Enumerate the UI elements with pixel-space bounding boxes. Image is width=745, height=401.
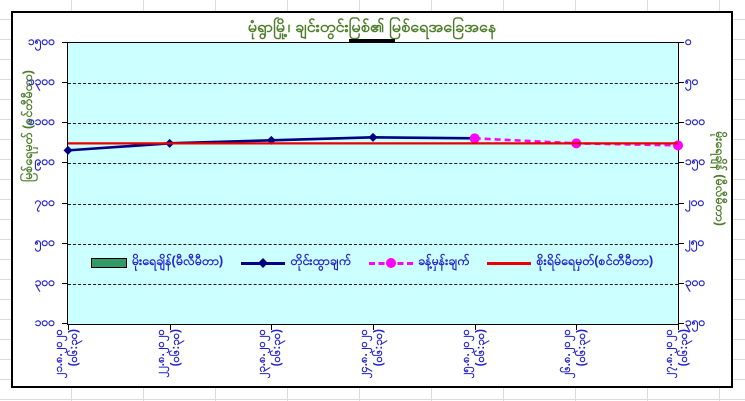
gridline bbox=[68, 163, 678, 165]
y-right-tick bbox=[679, 282, 684, 284]
title-underline bbox=[349, 39, 395, 42]
x-label-time: (၀၆:၃၀) bbox=[68, 329, 80, 367]
x-label-time: (၀၆:၃၀) bbox=[474, 329, 487, 367]
y-right-tick-label: ၁၅၀ bbox=[685, 154, 706, 169]
forecast-line-swatch bbox=[368, 258, 413, 268]
x-axis-label-text: ၂၃.၈.၂၀၂၀ (၀၆:၃၀) bbox=[255, 329, 285, 401]
y-right-tick-label: ၂၀၀ bbox=[685, 194, 705, 209]
circle-marker-icon bbox=[469, 133, 480, 144]
plot-area bbox=[63, 42, 683, 325]
observed-line-swatch bbox=[241, 258, 286, 268]
y-left-tick-labels: ၁၅၀၀၁၃၀၀၁၁၀၀၉၀၀၇၀၀၅၀၀၃၀၀၁၀၀ bbox=[13, 34, 63, 329]
x-label-time: (၀၆:၃၀) bbox=[373, 329, 385, 367]
x-label-date: ၂၄.၈.၂၀၂၀ bbox=[358, 329, 370, 379]
x-label-date: ၂၇.၈.၂၀၂၀ bbox=[663, 329, 675, 379]
y-left-tick-label: ၉၀၀ bbox=[34, 154, 55, 169]
y-right-tick bbox=[679, 242, 684, 244]
gridline bbox=[68, 203, 678, 205]
legend-item: မိုးရေချိန်(မီလီမီတာ) bbox=[90, 254, 224, 272]
x-axis-tick bbox=[474, 325, 476, 330]
y-left-tick-label: ၁၃၀၀ bbox=[28, 74, 55, 89]
circle-marker-icon bbox=[385, 258, 396, 268]
diamond-marker-icon bbox=[63, 145, 73, 155]
y-left-tick bbox=[62, 42, 67, 43]
y-left-tick bbox=[62, 242, 67, 244]
chart-frame: မုံရွာမြို့၊ ချင်းတွင်းမြစ်၏ မြစ်ရေအခြေအ… bbox=[11, 11, 733, 388]
y-left-tick bbox=[62, 323, 67, 324]
x-axis-label-text: ၂၆.၈.၂၀၂၀ (၀၆:၃၀) bbox=[560, 329, 590, 401]
x-axis-tick bbox=[271, 325, 273, 330]
y-right-tick-label: ၁၀၀ bbox=[685, 114, 706, 129]
gridline bbox=[68, 83, 678, 85]
x-axis-label-text: ၂၇.၈.၂၀၂၀ (၀၆:၃၀) bbox=[662, 329, 692, 401]
y-left-tick-label: ၁၀၀ bbox=[34, 315, 55, 329]
rainfall-bar-swatch bbox=[90, 258, 127, 268]
y-right-tick bbox=[679, 323, 684, 324]
y-right-tick bbox=[679, 42, 684, 43]
y-right-tick-labels: ၀၅၀၁၀၀၁၅၀၂၀၀၂၅၀၃၀၀၃၅၀ bbox=[683, 34, 733, 329]
legend-label: ခန့်မှန်းချက် bbox=[417, 254, 470, 268]
legend: မိုးရေချိန်(မီလီမီတာ) တိုင်းထွာချက် ခန့်မှ… bbox=[67, 250, 677, 276]
y-right-tick bbox=[679, 122, 684, 124]
y-left-tick-label: ၃၀၀ bbox=[34, 274, 55, 289]
y-left-tick-label: ၇၀၀ bbox=[34, 194, 55, 209]
x-label-date: ၂၆.၈.၂၀၂၀ bbox=[561, 329, 574, 379]
legend-item: စိုးရိမ်ရေမှတ်(စင်တီမီတာ) bbox=[487, 254, 653, 272]
x-label-date: ၂၂.၈.၂၀၂၀ bbox=[154, 329, 167, 378]
x-axis-label-text: ၂၄.၈.၂၀၂၀ (၀၆:၃၀) bbox=[357, 329, 387, 401]
x-axis-tick bbox=[68, 325, 69, 330]
gridline bbox=[68, 283, 678, 285]
y-left-tick bbox=[62, 162, 67, 164]
y-right-tick-label: ၀ bbox=[685, 34, 692, 48]
diamond-marker-icon bbox=[258, 258, 269, 268]
series-plot bbox=[63, 132, 683, 155]
x-label-date: ၂၅.၈.၂၀၂၀ bbox=[459, 329, 472, 379]
diamond-marker-icon bbox=[368, 132, 378, 142]
y-right-tick bbox=[679, 162, 684, 164]
gridline bbox=[68, 123, 678, 125]
x-axis-label-text: ၂၂.၈.၂၀၂၀ (၀၆:၃၀) bbox=[154, 329, 184, 401]
y-right-tick-label: ၅၀ bbox=[685, 74, 699, 89]
circle-marker-icon bbox=[673, 140, 683, 151]
chart-title: မုံရွာမြို့၊ ချင်းတွင်းမြစ်၏ မြစ်ရေအခြေအ… bbox=[247, 19, 497, 36]
x-axis-label-text: ၂၅.၈.၂၀၂၀ (၀၆:၃၀) bbox=[459, 329, 489, 401]
y-right-tick bbox=[679, 82, 684, 84]
y-left-tick bbox=[62, 202, 67, 204]
x-label-time: (၀၆:၃၀) bbox=[169, 329, 182, 367]
x-label-date: ၂၁.၈.၂၀၂၀ bbox=[53, 329, 65, 379]
x-label-time: (၀၆:၃၀) bbox=[271, 329, 284, 367]
y-right-tick-label: ၃၀၀ bbox=[685, 274, 706, 289]
legend-label: မိုးရေချိန်(မီလီမီတာ) bbox=[131, 254, 224, 268]
x-label-time: (၀၆:၃၀) bbox=[576, 329, 589, 367]
y-left-tick bbox=[62, 122, 67, 124]
y-left-tick-label: ၅၀၀ bbox=[34, 234, 55, 249]
x-axis-tick bbox=[678, 325, 679, 330]
legend-item: တိုင်းထွာချက် bbox=[241, 254, 351, 272]
x-axis-label-text: ၂၁.၈.၂၀၂၀ (၀၆:၃၀) bbox=[52, 329, 82, 401]
y-left-tick bbox=[62, 82, 67, 84]
x-axis-tick bbox=[576, 325, 578, 330]
y-right-tick bbox=[679, 202, 684, 204]
danger-line-swatch bbox=[487, 261, 532, 265]
y-left-tick-label: ၁၅၀၀ bbox=[28, 34, 55, 48]
y-left-tick bbox=[62, 282, 67, 284]
y-left-tick-label: ၁၁၀၀ bbox=[28, 114, 55, 129]
legend-item: ခန့်မှန်းချက် bbox=[368, 254, 470, 272]
x-label-time: (၀၆:၃၀) bbox=[678, 329, 690, 367]
x-axis-tick bbox=[169, 325, 171, 330]
x-label-date: ၂၃.၈.၂၀၂၀ bbox=[256, 329, 269, 379]
gridline bbox=[68, 243, 678, 245]
y-right-tick-label: ၂၅၀ bbox=[685, 234, 705, 249]
x-axis-tick bbox=[373, 325, 374, 330]
legend-label: တိုင်းထွာချက် bbox=[290, 254, 351, 268]
legend-label: စိုးရိမ်ရေမှတ်(စင်တီမီတာ) bbox=[536, 254, 654, 268]
y-right-tick-label: ၃၅၀ bbox=[685, 315, 706, 329]
